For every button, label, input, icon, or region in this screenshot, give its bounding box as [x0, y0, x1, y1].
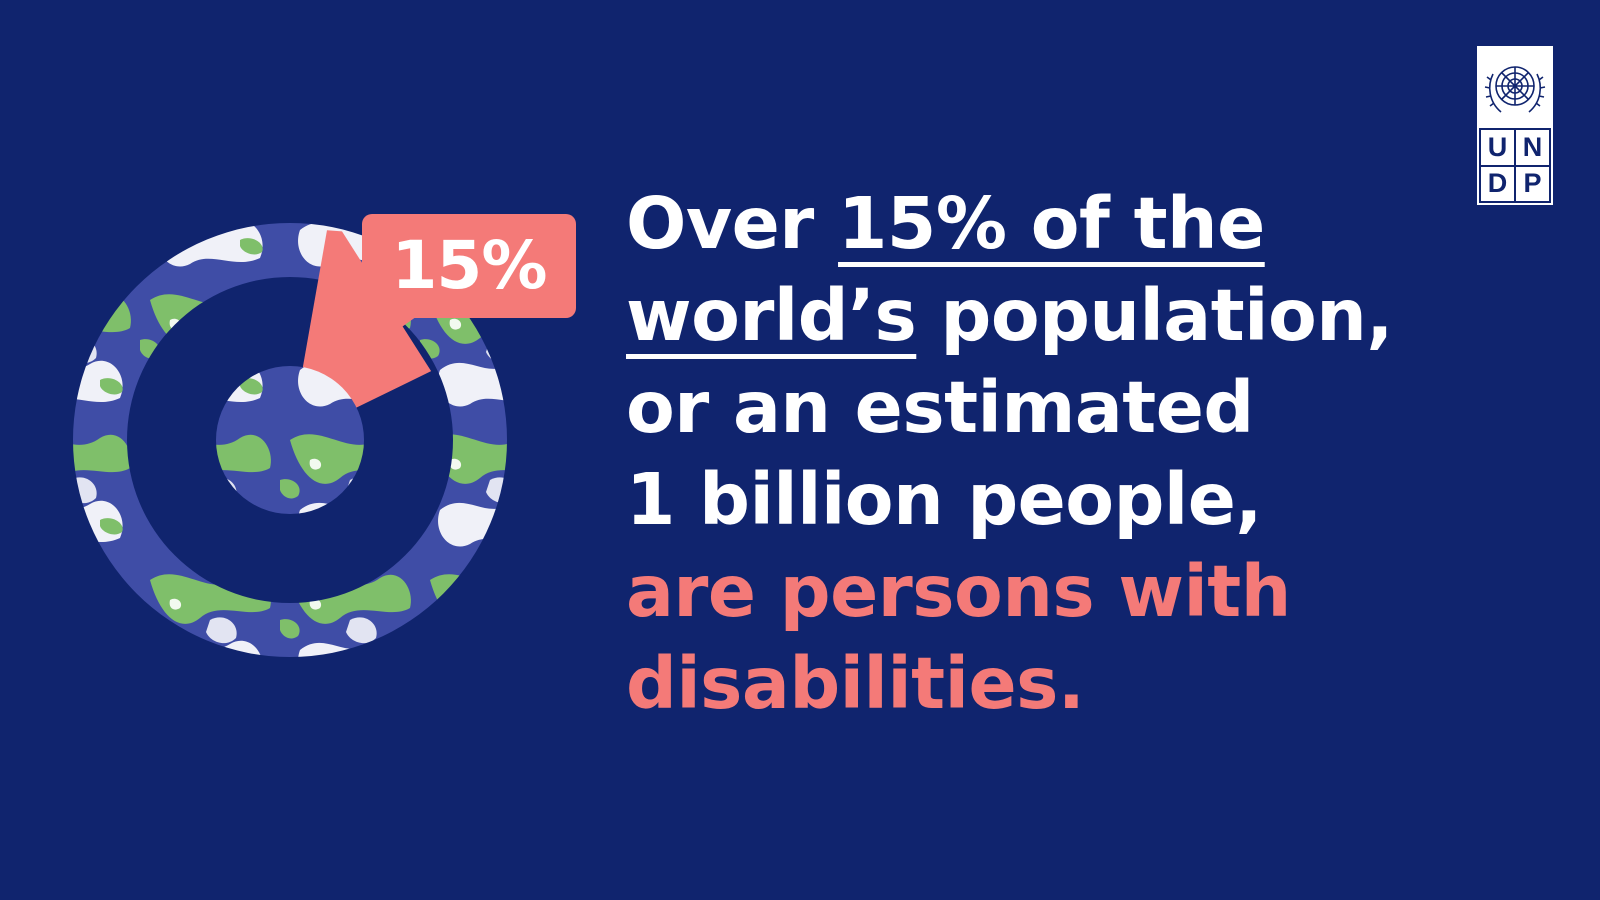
pie-layer: [73, 223, 507, 657]
headline-line-2-end: population,: [916, 274, 1393, 357]
globe-core: [216, 366, 364, 514]
headline-line-6: disabilities.: [626, 642, 1085, 725]
undp-logo: U N D P: [1477, 46, 1553, 205]
headline-line-1: Over 15% of the: [626, 178, 1526, 270]
headline-line-2-underlined: world’s: [626, 274, 917, 357]
headline-line-2: world’s population,: [626, 270, 1526, 362]
headline-line-4: 1 billion people,: [626, 458, 1262, 541]
headline-line-1-start: Over: [626, 182, 839, 265]
un-emblem-icon: [1479, 48, 1551, 128]
callout-pointer: [388, 314, 420, 334]
logo-letter-p: P: [1516, 166, 1549, 201]
logo-letter-n: N: [1516, 130, 1549, 165]
logo-letter-d: D: [1481, 166, 1514, 201]
pie-chart: [73, 223, 507, 657]
headline: Over 15% of the world’s population, or a…: [626, 178, 1526, 730]
undp-letters: U N D P: [1479, 128, 1551, 203]
headline-line-1-underlined: 15% of the: [838, 182, 1265, 265]
data-label-15-percent: 15%: [362, 214, 576, 318]
logo-letter-u: U: [1481, 130, 1514, 165]
headline-line-3: or an estimated: [626, 366, 1254, 449]
headline-line-5: are persons with: [626, 550, 1291, 633]
